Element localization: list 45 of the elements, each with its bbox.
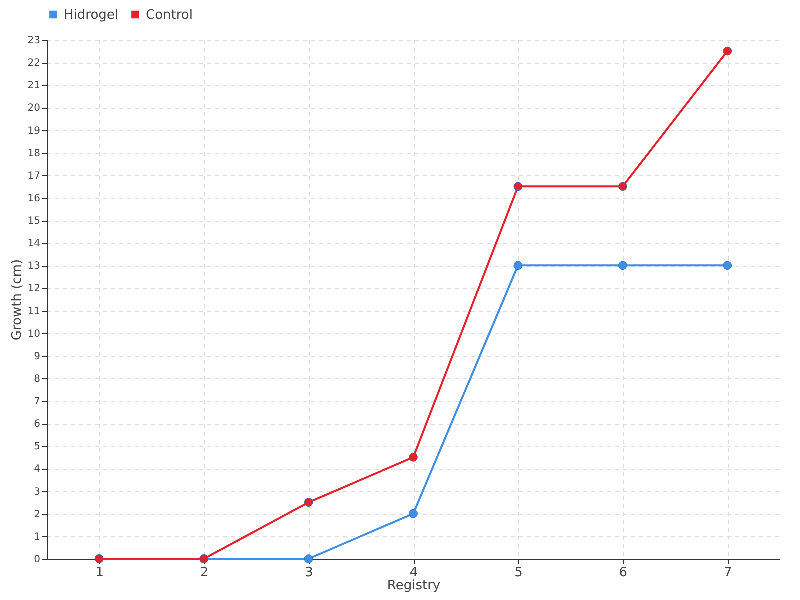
legend-label: Control <box>146 8 193 23</box>
y-tick-label: 15 <box>28 216 40 228</box>
y-tick-label: 1 <box>34 532 40 543</box>
y-axis-title: Growth (cm) <box>10 259 25 341</box>
point <box>723 261 732 270</box>
y-tick-label: 3 <box>34 486 40 498</box>
y-tick-label: 4 <box>34 464 40 476</box>
y-tick-label: 2 <box>34 509 40 520</box>
point <box>514 261 523 270</box>
y-tick-label: 0 <box>34 554 40 566</box>
y-tick-label: 10 <box>28 328 40 340</box>
y-tick-label: 14 <box>28 238 40 250</box>
x-tick-label: 5 <box>514 566 523 580</box>
y-tick-label: 13 <box>28 261 40 272</box>
point <box>723 46 732 56</box>
point <box>409 453 418 462</box>
y-tick-label: 21 <box>28 80 40 92</box>
y-tick-label: 7 <box>34 396 40 408</box>
point <box>514 182 523 192</box>
x-tick-label: 1 <box>96 566 104 580</box>
point <box>409 509 418 518</box>
y-tick-label: 22 <box>28 58 40 70</box>
x-tick-label: 6 <box>619 566 628 580</box>
y-tick-label: 9 <box>34 351 40 362</box>
y-tick-label: 12 <box>28 284 40 295</box>
y-tick-label: 18 <box>28 148 40 160</box>
y-tick-label: 20 <box>28 103 40 114</box>
x-tick-label: 7 <box>724 566 732 580</box>
x-tick-label: 2 <box>200 566 209 580</box>
y-tick-label: 11 <box>28 306 40 318</box>
legend-label: Hidrogel <box>64 8 119 23</box>
x-axis-title: Registry <box>387 578 441 594</box>
point <box>618 182 628 192</box>
y-tick-label: 16 <box>28 193 40 204</box>
y-tick-label: 19 <box>28 126 40 137</box>
point <box>304 554 314 564</box>
y-tick-label: 23 <box>28 36 40 46</box>
y-tick-label: 8 <box>34 374 40 385</box>
x-tick-label: 4 <box>410 566 418 580</box>
y-tick-label: 5 <box>34 442 40 453</box>
x-tick-label: 3 <box>305 566 314 580</box>
y-tick-label: 17 <box>28 170 40 182</box>
point <box>618 261 628 270</box>
y-tick-label: 6 <box>34 419 40 430</box>
point <box>304 498 314 508</box>
